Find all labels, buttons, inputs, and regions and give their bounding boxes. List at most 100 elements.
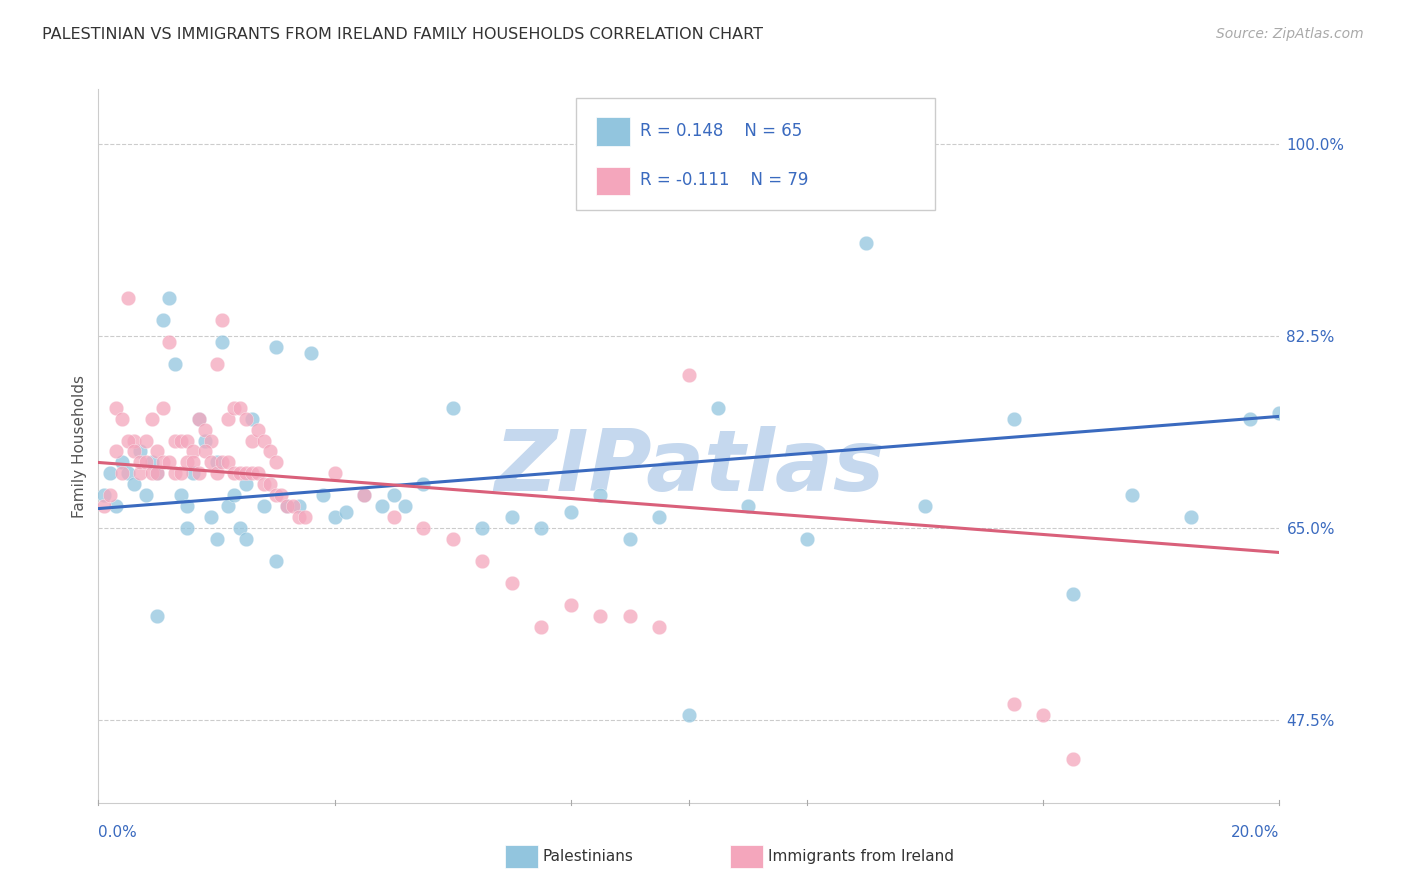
Point bbox=[176, 521, 198, 535]
Point bbox=[264, 488, 287, 502]
Point bbox=[217, 411, 239, 425]
Text: 0.0%: 0.0% bbox=[98, 825, 138, 840]
Point bbox=[105, 500, 128, 514]
Point bbox=[217, 500, 239, 514]
Point bbox=[194, 423, 217, 437]
Point bbox=[1121, 488, 1143, 502]
Point bbox=[117, 291, 139, 305]
Point bbox=[619, 609, 641, 624]
Point bbox=[678, 368, 700, 382]
Point bbox=[200, 510, 222, 524]
Point bbox=[1239, 411, 1261, 425]
Point bbox=[335, 505, 357, 519]
Point bbox=[589, 609, 612, 624]
Point bbox=[235, 533, 257, 547]
Point bbox=[205, 467, 228, 481]
Point bbox=[170, 434, 193, 448]
Point bbox=[157, 334, 180, 349]
Point bbox=[194, 444, 217, 458]
Point bbox=[187, 411, 209, 425]
Point bbox=[105, 444, 128, 458]
Point bbox=[157, 455, 180, 469]
Point bbox=[141, 467, 163, 481]
Text: PALESTINIAN VS IMMIGRANTS FROM IRELAND FAMILY HOUSEHOLDS CORRELATION CHART: PALESTINIAN VS IMMIGRANTS FROM IRELAND F… bbox=[42, 27, 763, 42]
Point bbox=[122, 477, 145, 491]
Point bbox=[560, 505, 582, 519]
Point bbox=[246, 467, 269, 481]
Point bbox=[205, 455, 228, 469]
Point bbox=[294, 510, 316, 524]
Text: R = 0.148    N = 65: R = 0.148 N = 65 bbox=[640, 121, 801, 140]
Text: ZIPatlas: ZIPatlas bbox=[494, 425, 884, 509]
Point bbox=[648, 510, 671, 524]
Point bbox=[187, 467, 209, 481]
Point bbox=[264, 340, 287, 354]
Point bbox=[200, 434, 222, 448]
Point bbox=[128, 455, 150, 469]
Point bbox=[229, 521, 252, 535]
Point bbox=[323, 467, 346, 481]
Point bbox=[152, 312, 174, 326]
Point bbox=[253, 434, 276, 448]
Point bbox=[146, 467, 169, 481]
Point bbox=[323, 510, 346, 524]
Point bbox=[1268, 406, 1291, 420]
Point bbox=[259, 477, 281, 491]
Point bbox=[276, 500, 298, 514]
Point bbox=[283, 500, 305, 514]
Point bbox=[117, 434, 139, 448]
Point bbox=[1180, 510, 1202, 524]
Point bbox=[176, 500, 198, 514]
Point bbox=[122, 434, 145, 448]
Point bbox=[224, 488, 246, 502]
Point bbox=[146, 467, 169, 481]
Point bbox=[165, 467, 187, 481]
Point bbox=[211, 312, 233, 326]
Point bbox=[441, 401, 464, 415]
Point bbox=[98, 488, 121, 502]
Point bbox=[288, 500, 311, 514]
Point bbox=[93, 500, 115, 514]
Point bbox=[217, 455, 239, 469]
Point bbox=[93, 488, 115, 502]
Point bbox=[1062, 752, 1084, 766]
Point bbox=[205, 533, 228, 547]
Point bbox=[181, 455, 204, 469]
Point bbox=[170, 488, 193, 502]
Point bbox=[382, 488, 405, 502]
Point bbox=[246, 423, 269, 437]
Point bbox=[98, 467, 121, 481]
Point bbox=[176, 434, 198, 448]
Point bbox=[1002, 411, 1025, 425]
Point bbox=[288, 510, 311, 524]
Point bbox=[253, 500, 276, 514]
Point bbox=[111, 455, 134, 469]
Point bbox=[128, 467, 150, 481]
Point bbox=[353, 488, 375, 502]
Point bbox=[211, 455, 233, 469]
Point bbox=[165, 357, 187, 371]
Point bbox=[648, 620, 671, 634]
Point bbox=[240, 411, 263, 425]
Point bbox=[796, 533, 818, 547]
Point bbox=[224, 401, 246, 415]
Point bbox=[181, 467, 204, 481]
Point bbox=[678, 708, 700, 723]
Point bbox=[382, 510, 405, 524]
Y-axis label: Family Households: Family Households bbox=[72, 375, 87, 517]
Point bbox=[471, 554, 494, 568]
Point bbox=[141, 411, 163, 425]
Point bbox=[412, 477, 434, 491]
Point bbox=[194, 434, 217, 448]
Point bbox=[264, 554, 287, 568]
Point bbox=[619, 533, 641, 547]
Point bbox=[111, 467, 134, 481]
Point bbox=[264, 455, 287, 469]
Point bbox=[353, 488, 375, 502]
Point bbox=[707, 401, 730, 415]
Point bbox=[412, 521, 434, 535]
Point bbox=[560, 598, 582, 612]
Point bbox=[152, 455, 174, 469]
Point bbox=[240, 434, 263, 448]
Point bbox=[855, 235, 877, 250]
